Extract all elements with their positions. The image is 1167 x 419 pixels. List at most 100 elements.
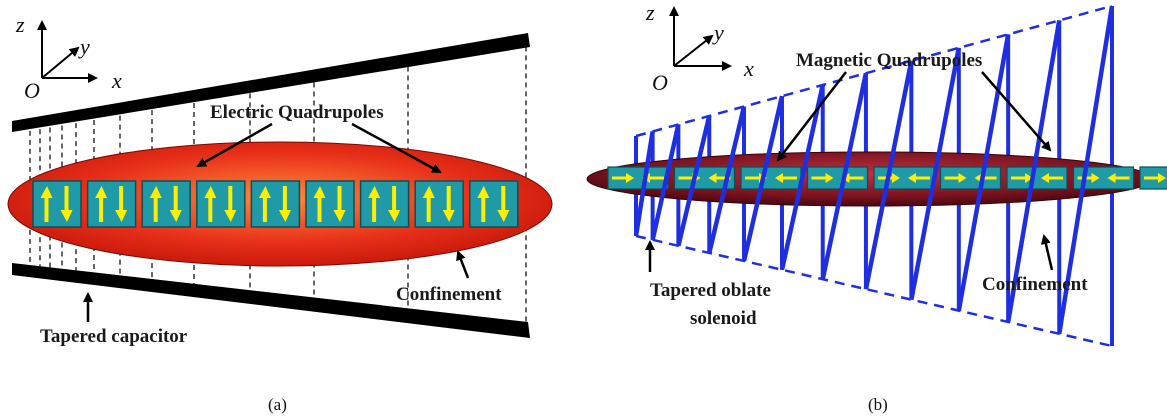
z-axis-label: z [15, 12, 25, 37]
quadrupole-box [359, 180, 410, 228]
electric-quadrupole-cell [359, 180, 410, 228]
up-arrow-icon [258, 186, 271, 198]
quadrupole-box [32, 180, 82, 228]
down-arrow-icon [115, 210, 128, 222]
right-arrow-icon [1091, 173, 1100, 183]
y-axis-arrow [41, 46, 80, 79]
down-arrow-shaft [392, 186, 397, 211]
electric-quadrupoles [32, 180, 519, 228]
right-arrow-shaft [878, 176, 892, 180]
up-arrow-shaft [262, 197, 267, 222]
electric-quadrupole-cell [305, 180, 355, 228]
right-arrow-shaft [811, 176, 826, 180]
label-solenoid-line1: Tapered oblate [650, 280, 771, 301]
solenoid-coil [633, 5, 1115, 335]
down-arrow-shaft [501, 186, 506, 211]
down-arrow-icon [278, 210, 291, 222]
solenoid-turn-diagonal [1005, 20, 1062, 323]
magnetic-quadrupole-cell [1006, 166, 1068, 190]
magnetic-quadrupole-cell [873, 166, 935, 190]
right-arrow-icon [1158, 173, 1166, 183]
right-arrow-icon [958, 173, 967, 183]
solenoid-taper-top [635, 4, 1113, 138]
left-arrow-icon [775, 173, 783, 183]
up-arrow-shaft [99, 197, 104, 222]
left-arrow-shaft [783, 176, 797, 180]
pointer-quadrupoles-right [351, 122, 442, 174]
pointer-confinement-a [456, 250, 470, 279]
up-arrow-icon [95, 186, 108, 198]
down-arrow-shaft [337, 186, 342, 211]
y-axis-label: y [712, 20, 724, 45]
y-axis-label: y [78, 34, 90, 59]
electric-quadrupole-cell [469, 180, 519, 228]
solenoid-turn-diagonal [909, 47, 962, 301]
electric-quadrupole-cell [250, 180, 301, 228]
down-arrow-shaft [282, 186, 287, 211]
up-arrow-shaft [481, 197, 486, 222]
electric-quadrupole-cell [32, 180, 82, 228]
quadrupole-box [1006, 166, 1068, 190]
right-arrow-shaft [612, 176, 626, 180]
left-arrow-shaft [1115, 176, 1130, 180]
solenoid-taper-bottom [635, 234, 1113, 348]
quadrupole-box [250, 180, 301, 228]
down-arrow-icon [333, 210, 346, 222]
solenoid-turn-diagonal [863, 60, 914, 290]
down-arrow-shaft [228, 186, 233, 211]
electric-quadrupole-cell [414, 180, 464, 228]
pointer-quadrupoles-left [776, 71, 847, 162]
down-arrow-icon [388, 210, 401, 222]
down-arrow-shaft [173, 186, 178, 211]
electric-quadrupole-cell [141, 180, 191, 228]
right-arrow-icon [892, 173, 900, 183]
solenoid-turn-diagonal [1057, 5, 1115, 335]
pointer-quadrupoles-right [981, 71, 1052, 152]
solenoid-turn-diagonal [633, 131, 655, 237]
quadrupole-box [1072, 166, 1135, 190]
up-arrow-icon [204, 186, 217, 198]
up-arrow-icon [477, 186, 490, 198]
up-arrow-icon [40, 186, 53, 198]
quadrupole-box [86, 180, 137, 228]
quadrupole-box [673, 166, 736, 190]
left-arrow-shaft [916, 176, 930, 180]
magnetic-quadrupole-cell [740, 166, 802, 190]
label-electric-quadrupoles: Electric Quadrupoles [210, 102, 384, 123]
caption-a: (a) [268, 395, 287, 414]
quadrupole-box [141, 180, 191, 228]
label-solenoid-line2: solenoid [690, 308, 757, 329]
y-axis-arrow [673, 34, 714, 67]
left-arrow-icon [1107, 173, 1116, 183]
up-arrow-shaft [372, 197, 377, 222]
down-arrow-shaft [119, 186, 124, 211]
solenoid-turn-diagonal [956, 33, 1011, 311]
solenoid-turn-diagonal [707, 105, 747, 254]
origin-label: O [24, 78, 40, 103]
label-tapered-capacitor: Tapered capacitor [40, 326, 188, 347]
right-arrow-shaft [1144, 176, 1158, 180]
up-arrow-shaft [44, 197, 49, 222]
label-confinement-b: Confinement [982, 274, 1088, 295]
electric-quadrupole-cell [196, 180, 246, 228]
left-arrow-icon [708, 173, 717, 183]
pointer-quadrupoles-left [196, 122, 273, 168]
left-arrow-shaft [1049, 176, 1063, 180]
left-arrow-shaft [982, 176, 997, 180]
right-arrow-shaft [745, 176, 759, 180]
label-confinement-a: Confinement [396, 284, 502, 305]
quadrupole-box [806, 166, 869, 190]
left-arrow-shaft [650, 176, 664, 180]
left-arrow-shaft [716, 176, 731, 180]
quadrupole-box [305, 180, 355, 228]
up-arrow-shaft [153, 197, 158, 222]
electric-quadrupole-cell [86, 180, 137, 228]
z-axis-label: z [645, 0, 655, 25]
origin-label: O [652, 70, 668, 95]
axes-a: z y x O [15, 12, 122, 103]
pointer-confinement-b [1040, 234, 1054, 271]
quadrupole-box [196, 180, 246, 228]
up-arrow-icon [422, 186, 435, 198]
magnetic-quadrupole-cell [607, 166, 669, 190]
